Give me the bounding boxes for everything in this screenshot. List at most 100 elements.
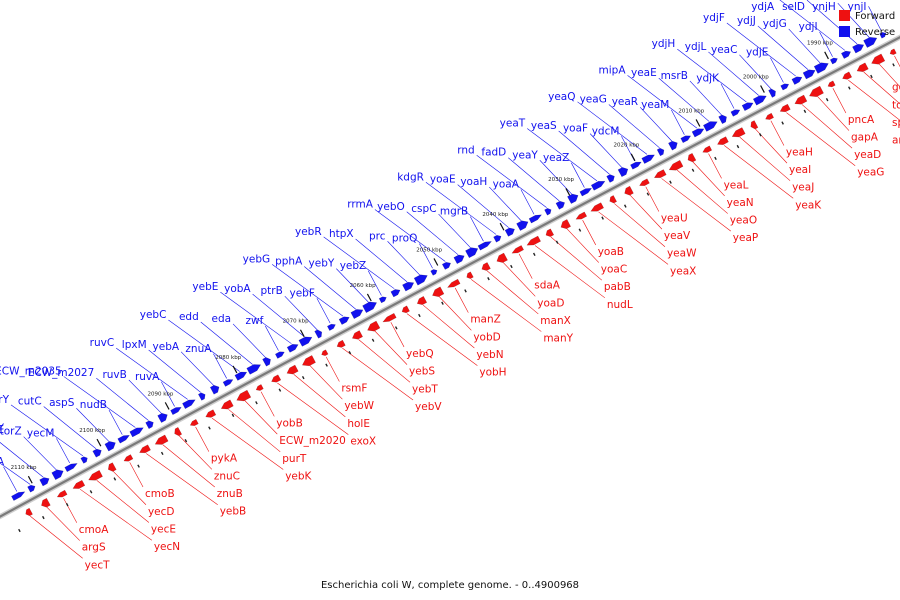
gene-label: ynjI	[848, 1, 867, 13]
legend-forward-label: Forward	[855, 11, 895, 22]
ruler-dash	[510, 264, 513, 269]
reverse-gene-arrow	[298, 336, 313, 347]
reverse-gene-labels: ynjI ynjH selD ydjA ydjI ydjG ydjJ ydjF ydjE yeaC…	[0, 1, 867, 468]
forward-gene-arrow	[702, 145, 713, 153]
gene-label: ECW_m2035	[0, 365, 62, 377]
gene-label: yeaX	[670, 265, 696, 277]
gene-label: yoaB	[598, 246, 624, 258]
gene-label: yeaS	[531, 120, 557, 132]
label-leader	[786, 112, 856, 166]
label-leader	[96, 480, 150, 523]
label-leader	[770, 120, 785, 146]
gene-label: manZ	[470, 314, 501, 326]
gene-label: purT	[282, 453, 307, 465]
reverse-gene-arrow	[879, 32, 887, 39]
gene-label: yeaM	[641, 99, 669, 111]
tick-mark	[299, 329, 305, 338]
ruler-dash	[89, 490, 93, 494]
ruler-dash	[418, 313, 421, 318]
forward-gene-arrow	[842, 71, 853, 80]
reverse-gene-arrow	[350, 309, 364, 320]
reverse-gene-arrow	[752, 95, 767, 106]
label-leader	[708, 51, 759, 96]
legend-forward-swatch	[839, 10, 850, 21]
gene-label: yeaR	[612, 96, 638, 108]
reverse-gene-arrow	[567, 193, 579, 204]
reverse-gene-arrow	[338, 316, 350, 325]
label-leader	[614, 203, 666, 247]
forward-gene-arrow	[794, 94, 808, 105]
reverse-gene-arrow	[680, 135, 692, 144]
label-leader	[438, 213, 471, 249]
gene-label: gdhA	[892, 82, 900, 94]
gene-label: yeaV	[664, 230, 691, 242]
reverse-gene-arrow	[656, 147, 665, 157]
label-leader	[832, 88, 847, 114]
forward-gene-arrow	[123, 454, 134, 462]
label-leader	[868, 6, 882, 32]
reverse-gene-arrow	[104, 441, 116, 452]
gene-label: yecM	[27, 427, 55, 439]
reverse-gene-arrow	[630, 161, 642, 170]
label-leader	[161, 381, 175, 407]
gene-label: yeaN	[727, 197, 754, 209]
gene-label: yebT	[412, 383, 438, 395]
gene-label: pphA	[275, 255, 303, 267]
forward-gene-arrow	[56, 489, 68, 498]
kbp-tick-marks: 1990 kbp 2000 kbp 2010 kbp 2020 kbp 2030 kbp…	[11, 41, 895, 533]
tick-mark	[96, 438, 102, 447]
label-leader	[211, 417, 284, 470]
label-leader	[708, 153, 722, 179]
forward-gene-arrow	[432, 286, 445, 297]
label-leader	[76, 408, 110, 442]
gene-label: yebA	[153, 341, 180, 353]
gene-label: torZ	[0, 426, 22, 438]
tick-mark	[433, 258, 439, 266]
forward-gene-arrow	[301, 355, 316, 367]
legend-reverse-swatch	[839, 26, 850, 37]
ruler-dash	[578, 228, 582, 232]
forward-gene-arrow	[466, 271, 474, 279]
label-leader	[629, 194, 663, 230]
label-leader	[0, 442, 44, 478]
gene-label: yeaG	[580, 93, 607, 105]
tick-label: 2000 kbp	[743, 74, 769, 80]
ruler-dash	[160, 451, 164, 456]
label-leader	[43, 406, 97, 450]
forward-gene-arrow	[271, 374, 282, 383]
reverse-gene-arrow	[92, 448, 102, 458]
forward-gene-arrow	[871, 53, 886, 65]
gene-label: yeaO	[730, 215, 757, 227]
label-leader	[178, 435, 213, 470]
ruler-dash	[870, 74, 873, 79]
label-leader	[116, 347, 188, 400]
label-leader	[220, 291, 292, 344]
label-leader	[527, 128, 598, 182]
tick-label: 2060 kbp	[350, 283, 376, 289]
gene-label: yebF	[290, 287, 315, 299]
reverse-gene-arrow	[117, 435, 131, 444]
label-leader	[112, 471, 147, 505]
tick-label: 2070 kbp	[283, 319, 309, 325]
reverse-gene-arrow	[791, 76, 803, 85]
label-leader	[309, 365, 343, 400]
tick-label: 2010 kbp	[678, 108, 704, 114]
gene-label: mipA	[599, 64, 627, 76]
gene-label: ansA	[892, 134, 900, 146]
gene-label: ydjF	[703, 12, 725, 24]
tick-label: 2100 kbp	[79, 428, 105, 434]
forward-gene-arrow	[139, 444, 151, 454]
label-leader	[720, 83, 735, 109]
ruler-dash	[691, 168, 695, 172]
reverse-gene-arrow	[802, 69, 816, 80]
gene-label: mgrB	[440, 205, 468, 217]
label-leader	[577, 101, 648, 155]
gene-label: flhE	[0, 424, 4, 436]
gene-label: cheY	[0, 423, 5, 435]
tick-mark	[565, 188, 571, 196]
label-leader	[146, 453, 218, 505]
gene-label: yebC	[140, 309, 167, 321]
forward-gene-arrow	[416, 295, 428, 306]
forward-gene-arrow	[236, 389, 252, 402]
label-leader	[520, 189, 535, 215]
